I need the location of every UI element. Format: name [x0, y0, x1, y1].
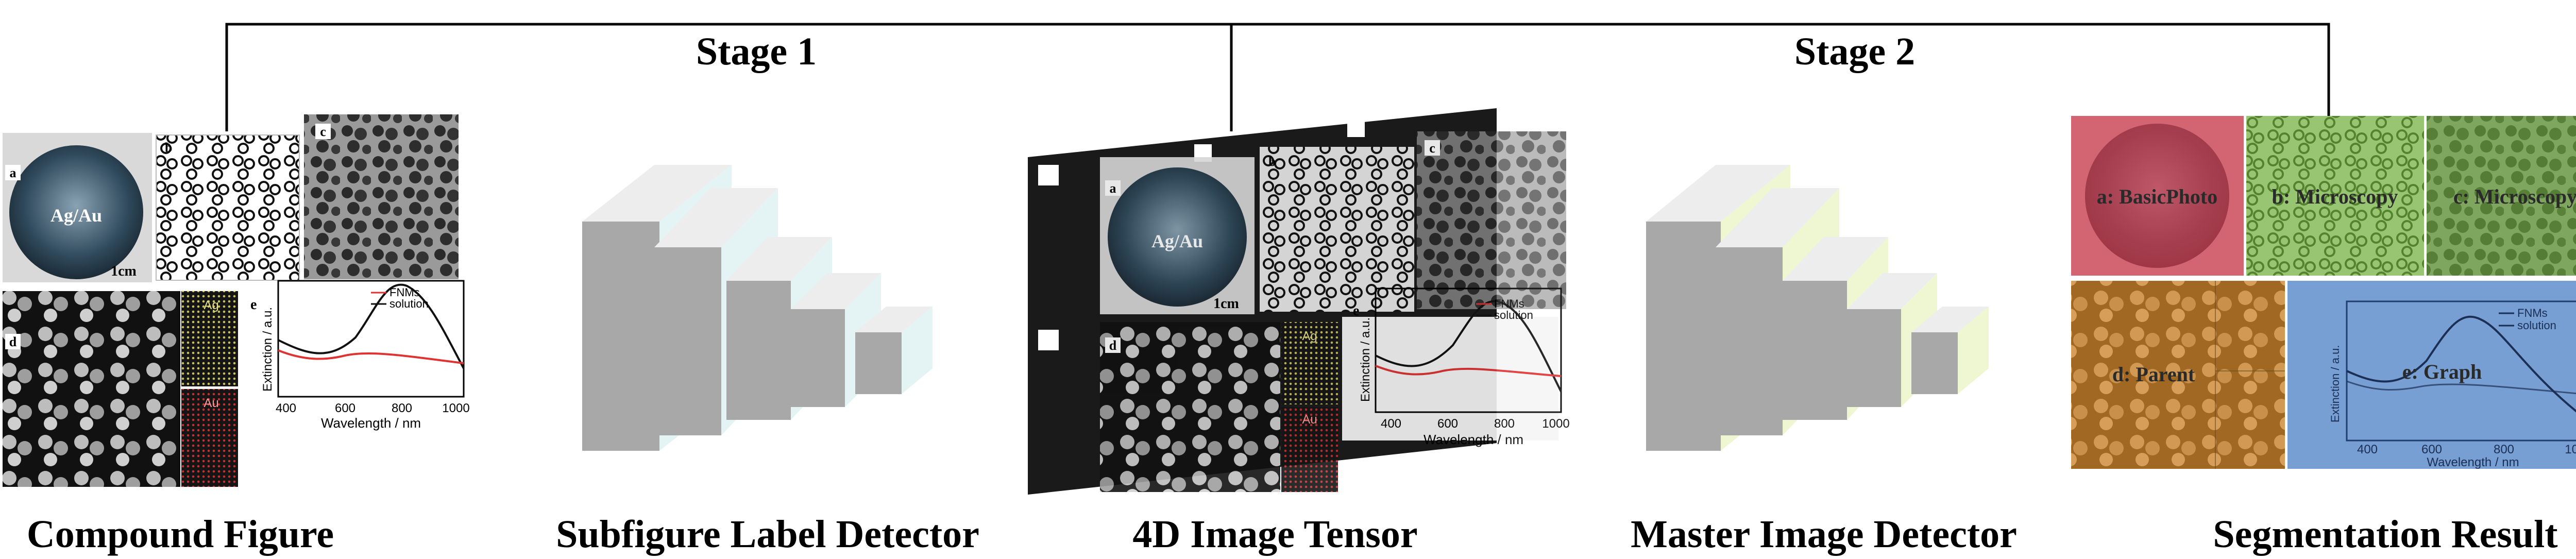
- segment-b: b: Microscopy: [2246, 116, 2424, 276]
- svg-text:600: 600: [1437, 417, 1458, 431]
- svg-text:c: c: [1429, 141, 1435, 156]
- panel-a-label-agau: Ag/Au: [50, 205, 102, 226]
- svg-text:1000: 1000: [1542, 417, 1569, 431]
- svg-text:400: 400: [1381, 417, 1401, 431]
- panel-b-letter: b: [165, 140, 172, 155]
- svg-text:Wavelength / nm: Wavelength / nm: [321, 415, 421, 431]
- svg-text:d: d: [1109, 338, 1117, 353]
- panel-d-sem: [3, 291, 180, 487]
- svg-text:800: 800: [2494, 443, 2514, 456]
- caption-segmentation-result: Segmentation Result: [2213, 513, 2557, 556]
- panel-a-scale: 1cm: [111, 263, 137, 279]
- svg-text:Au: Au: [1302, 413, 1317, 427]
- stage-2-label: Stage 2: [1794, 30, 1915, 73]
- panel-d-ag-map: [181, 291, 238, 386]
- svg-text:Extinction / a.u.: Extinction / a.u.: [261, 307, 275, 392]
- svg-text:Extinction / a.u.: Extinction / a.u.: [2329, 345, 2342, 422]
- tensor-front-channel: Ag/Au 1cm a b c d Ag Au e FNMs solutio: [1100, 131, 1570, 492]
- panel-d-au-map: [181, 389, 238, 487]
- conv-block-5: [1911, 307, 1989, 394]
- svg-text:Ag: Ag: [204, 298, 218, 312]
- compound-figure: Ag/Au 1cm a b c d Ag Au e FNMs solution …: [3, 114, 470, 487]
- segmentation-result: a: BasicPhoto b: Microscopy c: Microscop…: [2071, 116, 2576, 469]
- svg-text:Au: Au: [204, 396, 218, 410]
- stage-connector-lines: [225, 23, 2330, 131]
- svg-text:solution: solution: [2517, 319, 2556, 332]
- segment-c-label: c: Microscopy: [2453, 185, 2576, 208]
- subfigure-label-detector-network: [582, 165, 933, 451]
- svg-text:Wavelength / nm: Wavelength / nm: [1423, 432, 1523, 447]
- svg-text:600: 600: [2421, 443, 2442, 456]
- svg-text:Ag/Au: Ag/Au: [1151, 231, 1203, 251]
- stage-1-label: Stage 1: [696, 30, 817, 73]
- panel-b-microscopy: [156, 134, 300, 281]
- panel-d-letter: d: [9, 334, 17, 349]
- panel-a-letter: a: [10, 165, 16, 180]
- caption-master-image-detector: Master Image Detector: [1631, 513, 2017, 556]
- svg-text:Extinction / a.u.: Extinction / a.u.: [1359, 317, 1372, 402]
- svg-text:b: b: [1268, 154, 1276, 169]
- svg-text:Ag: Ag: [1302, 329, 1317, 343]
- svg-text:FNMs: FNMs: [1494, 297, 1524, 310]
- master-image-detector-network: [1646, 165, 1989, 451]
- caption-compound-figure: Compound Figure: [27, 513, 334, 556]
- svg-text:1000: 1000: [442, 401, 469, 415]
- svg-text:FNMs: FNMs: [2517, 307, 2548, 319]
- svg-text:solution: solution: [389, 297, 429, 310]
- svg-text:800: 800: [1494, 417, 1515, 431]
- panel-e-graph: e FNMs solution Extinction / a.u. 400 60…: [250, 280, 470, 431]
- conv-block-5: [855, 307, 933, 394]
- segment-b-label: b: Microscopy: [2272, 185, 2398, 208]
- caption-subfigure-label-detector: Subfigure Label Detector: [556, 513, 979, 556]
- panel-e-letter: e: [250, 297, 257, 313]
- segment-d: d: Parent: [2071, 281, 2285, 469]
- svg-text:solution: solution: [1494, 309, 1533, 321]
- segment-d-label: d: Parent: [2112, 363, 2195, 386]
- segment-a-label: a: BasicPhoto: [2097, 185, 2217, 208]
- segment-e-label: e: Graph: [2402, 360, 2482, 383]
- 4d-image-tensor: Ag/Au 1cm a b c d Ag Au e FNMs solutio: [1028, 108, 1570, 495]
- caption-4d-image-tensor: 4D Image Tensor: [1132, 513, 1417, 556]
- svg-text:Wavelength / nm: Wavelength / nm: [2427, 455, 2519, 469]
- svg-text:FNMs: FNMs: [389, 286, 420, 299]
- segment-c: c: Microscopy: [2427, 116, 2576, 276]
- svg-text:400: 400: [2357, 443, 2378, 456]
- segment-e: FNMs solution Extinction / a.u. 400 600 …: [2287, 281, 2576, 469]
- svg-text:800: 800: [392, 401, 412, 415]
- panel-c-microscopy: [304, 114, 459, 279]
- segment-a: a: BasicPhoto: [2071, 116, 2244, 276]
- svg-text:1cm: 1cm: [1213, 296, 1239, 312]
- svg-text:400: 400: [276, 401, 296, 415]
- svg-text:1000: 1000: [2565, 443, 2576, 456]
- panel-c-letter: c: [320, 124, 326, 139]
- svg-text:a: a: [1110, 181, 1116, 196]
- svg-text:600: 600: [335, 401, 355, 415]
- svg-text:e: e: [1353, 303, 1359, 319]
